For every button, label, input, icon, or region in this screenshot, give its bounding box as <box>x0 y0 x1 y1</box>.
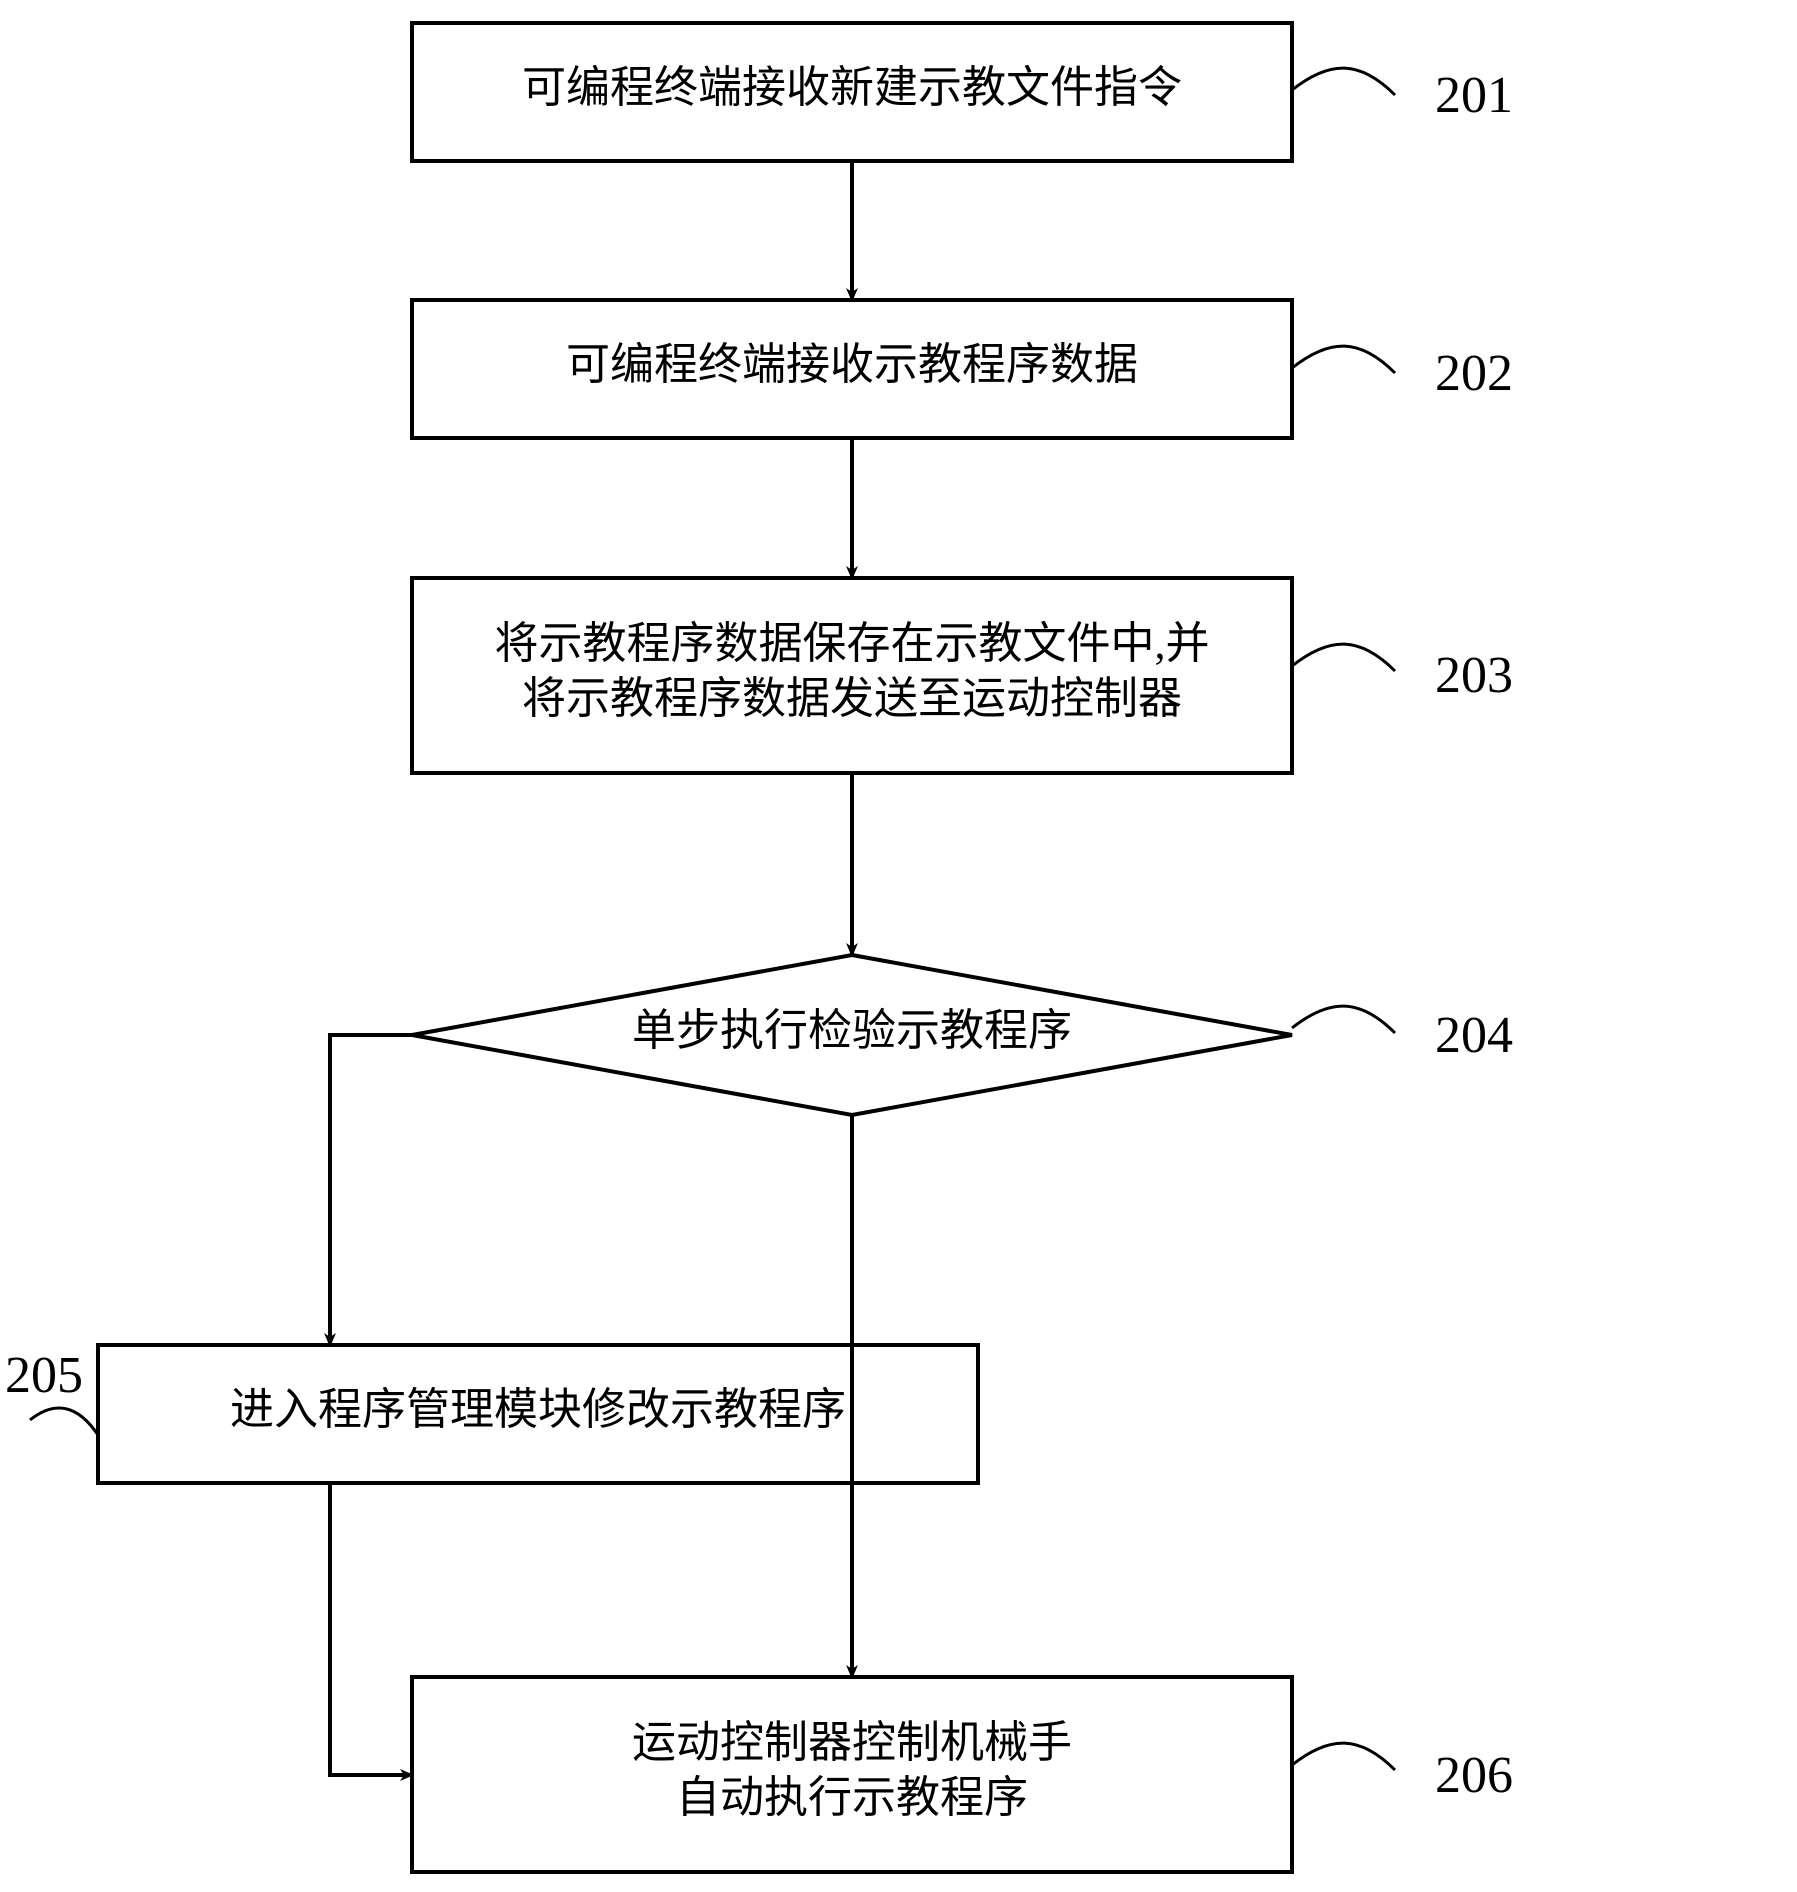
flow-box-text-n205-0: 进入程序管理模块修改示教程序 <box>230 1385 846 1434</box>
leader-n206 <box>1292 1743 1395 1770</box>
leader-n203 <box>1292 644 1395 671</box>
flow-box-text-n206-1: 自动执行示教程序 <box>676 1773 1028 1822</box>
leader-n205 <box>30 1408 98 1435</box>
step-label-n206: 206 <box>1435 1747 1513 1804</box>
flow-box-text-n201-0: 可编程终端接收新建示教文件指令 <box>522 63 1182 112</box>
leader-n202 <box>1292 346 1395 373</box>
flow-box-text-n203-0: 将示教程序数据保存在示教文件中,并 <box>495 619 1210 668</box>
flow-diamond-text-n204: 单步执行检验示教程序 <box>632 1006 1072 1055</box>
flowchart-canvas: 可编程终端接收新建示教文件指令 201 可编程终端接收示教程序数据 202 将示教程序数… <box>0 0 1797 1892</box>
step-label-n204: 204 <box>1435 1007 1513 1064</box>
leader-n201 <box>1292 68 1395 95</box>
step-label-n202: 202 <box>1435 345 1513 402</box>
leader-n204 <box>1292 1006 1395 1033</box>
flow-box-text-n206-0: 运动控制器控制机械手 <box>632 1718 1072 1767</box>
step-label-n205: 205 <box>5 1347 83 1404</box>
arrow-204-205 <box>330 1035 412 1345</box>
step-label-n201: 201 <box>1435 67 1513 124</box>
step-label-n203: 203 <box>1435 647 1513 704</box>
flow-box-text-n203-1: 将示教程序数据发送至运动控制器 <box>522 674 1182 723</box>
arrow-205-206 <box>330 1483 412 1775</box>
flow-box-text-n202-0: 可编程终端接收示教程序数据 <box>566 340 1138 389</box>
